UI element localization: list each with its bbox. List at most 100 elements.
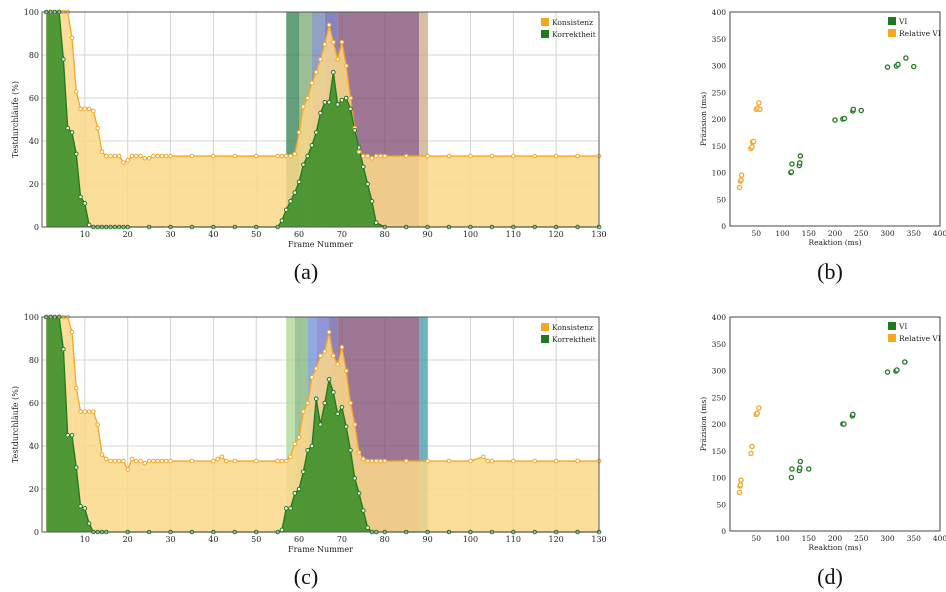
chart-d-relative-vi-point	[756, 405, 762, 411]
chart-c-konsistenz-point	[189, 458, 195, 464]
chart-b-vi-point	[884, 64, 891, 70]
chart-c-korrektheit-point	[322, 400, 328, 406]
chart-a-korrektheit-point	[86, 222, 92, 228]
chart-b-vi-point	[858, 107, 864, 114]
chart-a-x-axis-label: Frame Nummer	[288, 240, 353, 249]
chart-c-konsistenz-point	[301, 409, 306, 414]
scatter-chart-d: 0 50 100 150 200 250 300 350 400 50 100 150 200 250 30…	[699, 313, 946, 552]
chart-a-korrektheit-point	[296, 179, 302, 185]
chart-a-y-tick-label: 60	[29, 94, 39, 103]
chart-a-konsistenz-point	[301, 104, 306, 109]
chart-a-konsistenz-point	[95, 125, 100, 131]
chart-a-korrektheit-point	[339, 97, 345, 103]
chart-d-vi-point	[806, 466, 812, 472]
chart-d-x-tick-label: 400	[933, 534, 946, 543]
chart-c-korrektheit-point	[283, 506, 289, 511]
chart-b-y-tick-label: 200	[712, 115, 727, 124]
chart-a-korrektheit-point	[356, 145, 362, 150]
chart-d-plot-border	[729, 316, 941, 532]
chart-a-konsistenz-point	[112, 153, 118, 159]
chart-c-konsistenz-point	[168, 458, 173, 464]
chart-c-y-axis-label: Testdurchläufe (%)	[11, 386, 20, 463]
chart-c-korrektheit-point	[335, 411, 340, 417]
chart-b-x-tick-label: 400	[933, 229, 946, 238]
chart-a-konsistenz-point	[159, 153, 165, 159]
chart-c-korrektheit-point	[61, 346, 66, 352]
chart-d-y-tick-label: 250	[712, 393, 727, 402]
chart-c-y-tick-label: 40	[29, 442, 39, 451]
chart-a-x-tick-label: 110	[506, 230, 521, 239]
chart-b-legend-label-relative-vi: Relative VI	[899, 29, 941, 38]
chart-d-relative-vi-point	[749, 443, 755, 450]
chart-c-konsistenz-point	[322, 349, 328, 354]
chart-c-y-tick-label: 0	[34, 528, 39, 537]
chart-b-vi-point	[788, 169, 795, 175]
chart-b-y-tick-label: 300	[712, 62, 727, 71]
chart-a-konsistenz-point	[403, 153, 409, 159]
chart-d-vi-point	[797, 465, 803, 471]
chart-c-konsistenz-point	[373, 458, 379, 464]
chart-c-konsistenz-point	[489, 458, 495, 464]
chart-a-korrektheit-point	[283, 207, 289, 213]
chart-d-vi-point	[841, 421, 847, 427]
chart-c-konsistenz-point	[142, 460, 148, 466]
chart-d-vi-point	[894, 367, 900, 373]
chart-b-x-tick-label: 100	[775, 229, 790, 238]
chart-a-konsistenz-point	[168, 153, 173, 159]
chart-d-x-tick-label: 250	[854, 534, 869, 543]
chart-d-vi-point	[797, 458, 804, 465]
chart-c-konsistenz-point	[292, 441, 298, 447]
chart-c-konsistenz-point	[403, 458, 409, 464]
chart-a-korrektheit-point	[343, 95, 349, 101]
chart-b-vi-point	[895, 61, 901, 68]
chart-b-vi-point	[797, 160, 803, 166]
chart-c-x-tick-label: 10	[80, 535, 90, 544]
chart-d-x-tick-label: 50	[751, 534, 761, 543]
chart-c-konsistenz-point	[369, 458, 375, 464]
chart-d-vi-point	[789, 466, 795, 472]
chart-b-x-tick-label: 250	[854, 229, 869, 238]
chart-c-x-tick-label: 110	[506, 535, 521, 544]
chart-c-konsistenz-point	[99, 452, 105, 457]
chart-d-y-tick-label: 300	[712, 367, 727, 376]
chart-a-konsistenz-point	[373, 153, 379, 159]
chart-d-relative-vi-point	[748, 450, 754, 457]
chart-c-y-tick-label: 20	[29, 485, 39, 494]
chart-a-legend-label-korrektheit: Korrektheit	[552, 30, 596, 39]
chart-panel-a: 0 20 40 60 80 100 10 20 30 40 50 60 70 80 90 100 110 120 1…	[0, 0, 610, 250]
chart-a-konsistenz-point	[305, 95, 310, 101]
chart-b-legend-swatch-vi	[888, 17, 896, 25]
chart-c-konsistenz-point	[155, 458, 160, 464]
chart-c-korrektheit-point	[326, 377, 332, 382]
chart-a-legend-label-konsistenz: Konsistenz	[552, 18, 593, 27]
chart-c-korrektheit-point	[361, 508, 366, 513]
chart-c-legend-swatch-konsistenz	[541, 323, 549, 331]
chart-a-konsistenz-point	[163, 153, 169, 159]
chart-d-vi-point	[884, 369, 891, 375]
caption-c: (c)	[293, 564, 319, 589]
chart-c-korrektheit-point	[339, 405, 345, 410]
chart-c-konsistenz-point	[378, 458, 383, 464]
chart-a-konsistenz-point	[82, 106, 88, 112]
chart-c-korrektheit-point	[69, 432, 75, 438]
chart-b-y-tick-label: 350	[712, 35, 727, 44]
chart-c-y-tick-label: 100	[24, 313, 39, 322]
chart-d-y-axis-label: Präzision (ms)	[699, 397, 708, 451]
chart-c-konsistenz-point	[82, 409, 88, 414]
chart-c-korrektheit-point	[352, 475, 358, 481]
chart-c-x-tick-label: 80	[380, 535, 390, 544]
chart-a-konsistenz-point	[151, 153, 156, 159]
chart-c-konsistenz-point	[133, 458, 139, 464]
chart-a-konsistenz-point	[378, 153, 383, 159]
chart-c-konsistenz-point	[146, 458, 152, 464]
chart-c-x-tick-label: 50	[251, 535, 261, 544]
chart-a-konsistenz-point	[103, 153, 109, 159]
chart-c-konsistenz-point	[343, 368, 349, 374]
chart-c-x-tick-label: 120	[549, 535, 564, 544]
chart-a-korrektheit-area	[46, 12, 600, 227]
chart-c-konsistenz-point	[95, 422, 100, 427]
chart-a-konsistenz-point	[275, 153, 280, 159]
chart-a-konsistenz-point	[129, 153, 135, 159]
chart-a-korrektheit-point	[69, 130, 75, 135]
chart-c-y-tick-label: 80	[29, 356, 39, 365]
